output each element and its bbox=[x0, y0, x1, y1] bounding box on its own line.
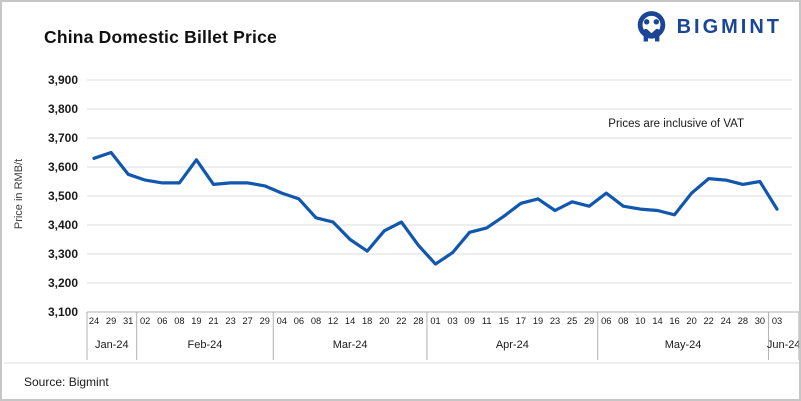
brand-logo: BIGMINT bbox=[634, 10, 782, 45]
x-tick-label: 11 bbox=[482, 316, 492, 326]
x-tick-label: 01 bbox=[430, 316, 440, 326]
page-title: China Domestic Billet Price bbox=[44, 27, 277, 47]
x-tick-label: 25 bbox=[567, 316, 577, 326]
x-tick-label: 15 bbox=[499, 316, 509, 326]
x-tick-label: 19 bbox=[191, 316, 201, 326]
x-tick-label: 02 bbox=[140, 316, 150, 326]
y-tick-label: 3,500 bbox=[48, 189, 78, 203]
brand-name: BIGMINT bbox=[676, 16, 782, 38]
x-tick-label: 20 bbox=[686, 316, 696, 326]
x-tick-label: 30 bbox=[755, 316, 765, 326]
x-tick-label: 14 bbox=[652, 316, 662, 326]
y-tick-label: 3,900 bbox=[48, 73, 78, 87]
vat-annotation: Prices are inclusive of VAT bbox=[608, 118, 744, 130]
x-tick-label: 22 bbox=[704, 316, 714, 326]
x-tick-label: 04 bbox=[277, 316, 287, 326]
x-tick-label: 24 bbox=[89, 316, 99, 326]
bigmint-logo-icon bbox=[637, 11, 665, 42]
y-tick-label: 3,800 bbox=[48, 102, 78, 116]
x-tick-label: 14 bbox=[345, 316, 355, 326]
x-tick-label: 29 bbox=[584, 316, 594, 326]
x-tick-label: 24 bbox=[721, 316, 731, 326]
x-tick-label: 08 bbox=[618, 316, 628, 326]
x-tick-label: 18 bbox=[362, 316, 372, 326]
x-tick-label: 12 bbox=[328, 316, 338, 326]
x-tick-label: 03 bbox=[447, 316, 457, 326]
x-tick-label: 23 bbox=[225, 316, 235, 326]
y-tick-label: 3,100 bbox=[48, 305, 78, 319]
x-tick-label: 17 bbox=[516, 316, 526, 326]
line-chart-plot: 3,100 3,200 3,300 3,400 3,500 3,600 3,700 3,800… bbox=[4, 73, 801, 364]
x-tick-label: 23 bbox=[550, 316, 560, 326]
x-tick-label: 06 bbox=[157, 316, 167, 326]
price-line bbox=[92, 150, 779, 266]
x-tick-label: 03 bbox=[772, 316, 782, 326]
x-tick-label: 10 bbox=[635, 316, 645, 326]
x-tick-label: 19 bbox=[533, 316, 543, 326]
x-tick-label: 06 bbox=[294, 316, 304, 326]
x-tick-label: 08 bbox=[311, 316, 321, 326]
x-tick-label: 06 bbox=[601, 316, 611, 326]
y-tick-label: 3,700 bbox=[48, 131, 78, 145]
x-tick-label: 09 bbox=[464, 316, 474, 326]
y-tick-label: 3,400 bbox=[48, 218, 78, 232]
month-label: Jun-24 bbox=[767, 339, 801, 351]
x-tick-label: 16 bbox=[669, 316, 679, 326]
month-label: Feb-24 bbox=[188, 339, 223, 351]
y-tick-label: 3,300 bbox=[48, 247, 78, 261]
x-tick-label: 29 bbox=[260, 316, 270, 326]
y-tick-label: 3,200 bbox=[48, 276, 78, 290]
x-tick-label: 28 bbox=[413, 316, 423, 326]
month-label: Jan-24 bbox=[95, 339, 129, 351]
x-tick-label: 08 bbox=[174, 316, 184, 326]
month-label: Apr-24 bbox=[496, 339, 529, 351]
y-axis-title: Price in RMB/t bbox=[13, 158, 25, 230]
x-tick-label: 20 bbox=[379, 316, 389, 326]
y-tick-label: 3,600 bbox=[48, 160, 78, 174]
x-tick-label: 29 bbox=[106, 316, 116, 326]
x-tick-label: 27 bbox=[243, 316, 253, 326]
x-tick-label: 28 bbox=[738, 316, 748, 326]
x-tick-label: 22 bbox=[396, 316, 406, 326]
source-note: Source: Bigmint bbox=[24, 375, 109, 389]
month-label: Mar-24 bbox=[333, 339, 368, 351]
x-tick-label: 31 bbox=[123, 316, 133, 326]
month-label: May-24 bbox=[665, 339, 702, 351]
x-tick-label: 21 bbox=[208, 316, 218, 326]
